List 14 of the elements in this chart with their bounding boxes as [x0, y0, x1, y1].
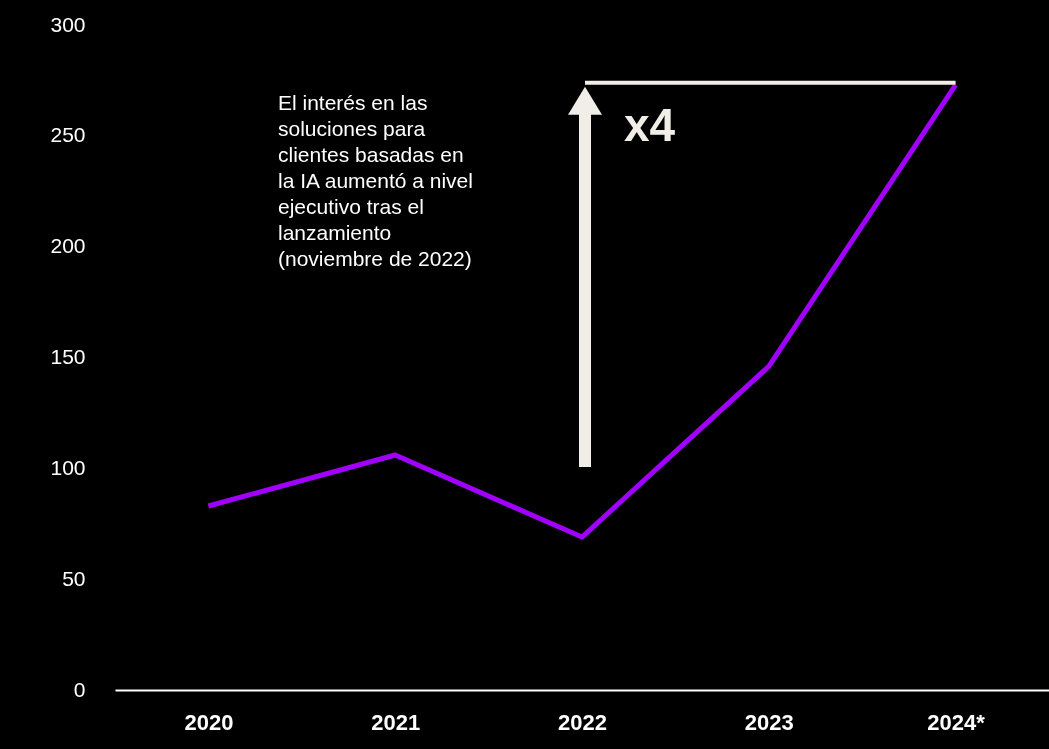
y-tick-label: 300: [50, 12, 86, 36]
y-tick-label: 100: [50, 455, 86, 479]
annotation: x4: [624, 98, 676, 151]
x-tick-label: 2022: [558, 709, 607, 735]
y-tick-label: 0: [73, 677, 86, 701]
y-tick-label: 50: [62, 566, 86, 590]
x-tick-label: 2024*: [927, 709, 986, 735]
y-tick-label: 150: [50, 345, 86, 368]
y-tick-label: 250: [50, 123, 86, 147]
y-tick-label: 200: [50, 234, 86, 258]
x-tick-label: 2023: [744, 709, 794, 735]
x-tick-label: 2021: [371, 709, 421, 735]
annotation: El interés en las soluciones para clientes basadas en la IA aumentó a nivel ejecutivo tras el lanzamiento (noviembre de 2022): [278, 91, 473, 270]
x-tick-label: 2020: [184, 709, 234, 735]
